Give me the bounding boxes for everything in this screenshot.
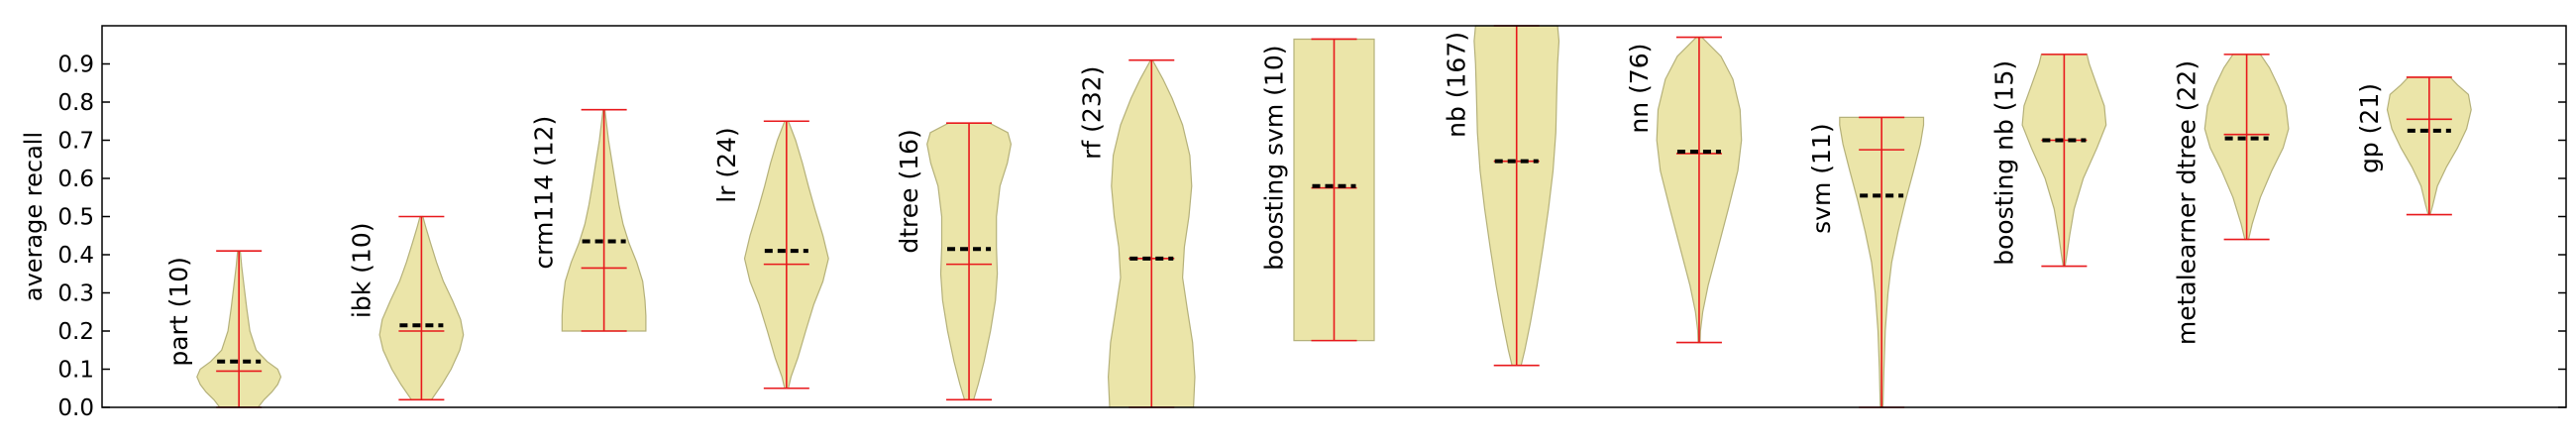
category-label: boosting nb (15) (1989, 60, 2018, 266)
y-tick-label: 0.8 (57, 90, 94, 116)
y-axis: 0.0 0.1 0.2 0.3 0.4 0.5 0.6 0.7 0.8 0.9 (57, 53, 2566, 421)
violin-series: nn (76) (1625, 36, 1743, 344)
violin-series: gp (21) (2355, 76, 2472, 216)
y-tick-label: 0.0 (57, 395, 94, 421)
y-axis-label: average recall (20, 132, 48, 301)
category-label: boosting svm (10) (1260, 46, 1289, 271)
violin-series: rf (232) (1077, 58, 1196, 408)
category-label: ibk (10) (347, 223, 376, 319)
y-tick-label: 0.7 (57, 129, 94, 155)
violin-series: crm114 (12) (530, 108, 647, 332)
violin-series: boosting svm (10) (1260, 38, 1375, 342)
violin-series: metalearner dtree (22) (2173, 54, 2290, 345)
category-label: gp (21) (2355, 83, 2384, 173)
y-tick-label: 0.9 (57, 53, 94, 78)
violin-series: svm (11) (1807, 116, 1925, 408)
category-label: nb (167) (1443, 32, 1471, 138)
category-label: svm (11) (1807, 123, 1836, 233)
violin-series: lr (24) (712, 120, 829, 390)
violin-group: part (10) ibk (10) crm114 (12) lr (24) dtree… (164, 25, 2472, 408)
category-label: part (10) (164, 257, 193, 367)
y-tick-label: 0.2 (57, 319, 94, 345)
violin-series: nb (167) (1443, 25, 1560, 367)
y-tick-label: 0.4 (57, 243, 94, 269)
violin-series: ibk (10) (347, 215, 465, 401)
category-label: nn (76) (1625, 44, 1654, 134)
category-label: dtree (16) (895, 129, 923, 253)
category-label: metalearner dtree (22) (2173, 60, 2201, 345)
y-tick-label: 0.1 (57, 358, 94, 384)
category-label: rf (232) (1077, 66, 1106, 160)
category-label: crm114 (12) (530, 116, 559, 270)
y-tick-label: 0.6 (57, 167, 94, 192)
violin-series: part (10) (164, 250, 282, 408)
violin-series: boosting nb (15) (1989, 54, 2107, 268)
category-label: lr (24) (712, 127, 741, 203)
violin-series: dtree (16) (895, 122, 1013, 401)
y-tick-label: 0.5 (57, 205, 94, 231)
plot-frame (101, 25, 2567, 408)
y-tick-label: 0.3 (57, 281, 94, 307)
